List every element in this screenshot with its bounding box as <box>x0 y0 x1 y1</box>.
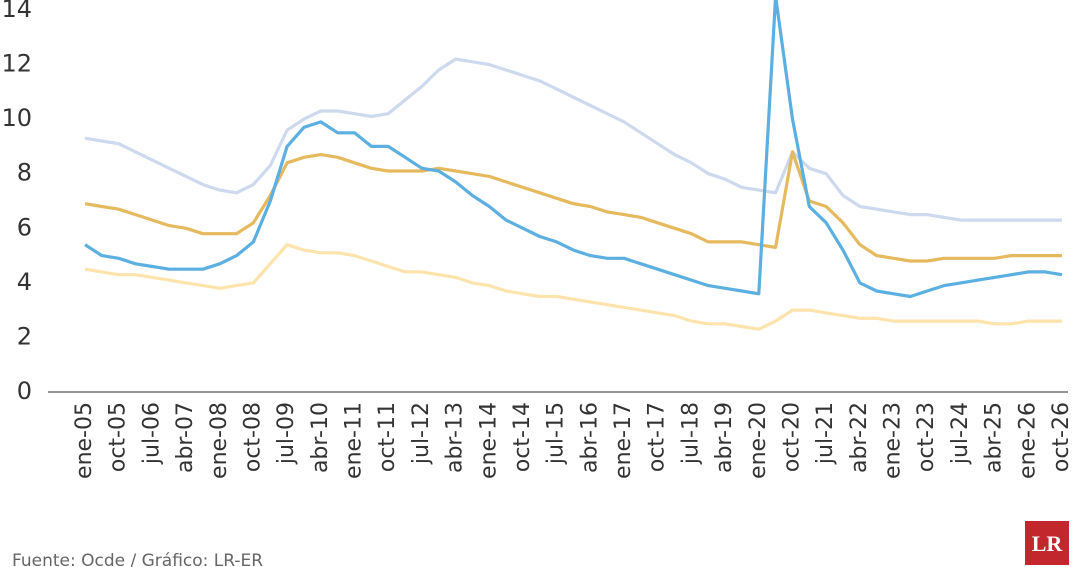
data-line <box>84 0 1063 299</box>
x-tick-label: jul-15 <box>544 402 569 465</box>
x-tick-label: abr-07 <box>173 402 198 473</box>
data-line <box>84 57 1062 222</box>
x-tick-label: abr-25 <box>982 402 1007 473</box>
y-tick-label: 14 <box>1 0 32 23</box>
y-tick-label: 8 <box>17 159 32 187</box>
y-tick-label: 12 <box>1 50 32 78</box>
x-tick-label: oct-11 <box>375 402 400 472</box>
logo-box <box>1025 521 1069 565</box>
x-tick-label: abr-10 <box>308 402 333 473</box>
x-tick-label: oct-14 <box>510 402 535 472</box>
x-tick-label: abr-19 <box>712 402 737 473</box>
x-tick-label: jul-06 <box>139 402 164 465</box>
x-tick-label: jul-21 <box>813 402 838 465</box>
data-line <box>84 150 1062 263</box>
x-tick-label: ene-05 <box>72 402 97 479</box>
x-tick-label: ene-26 <box>1015 402 1040 479</box>
x-tick-label: oct-20 <box>779 402 804 472</box>
y-tick-label: 4 <box>17 268 32 296</box>
x-tick-label: ene-17 <box>611 402 636 479</box>
data-line <box>84 243 1062 331</box>
y-tick-label: 0 <box>17 377 32 405</box>
logo: LR <box>1032 531 1064 556</box>
x-tick-label: ene-23 <box>881 402 906 479</box>
y-tick-label: 2 <box>17 322 32 350</box>
x-tick-label: ene-14 <box>476 402 501 479</box>
x-tick-label: abr-22 <box>847 402 872 473</box>
x-tick-label: ene-20 <box>746 402 771 479</box>
x-tick-label: oct-26 <box>1049 402 1074 472</box>
x-tick-label: abr-16 <box>577 402 602 473</box>
x-tick-label: ene-11 <box>342 402 367 479</box>
x-tick-label: oct-05 <box>106 402 131 472</box>
y-tick-label: 10 <box>1 104 32 132</box>
x-tick-label: abr-13 <box>443 402 468 473</box>
x-tick-label: jul-09 <box>274 402 299 465</box>
x-tick-label: oct-08 <box>240 402 265 472</box>
footer: Fuente: Ocde / Gráfico: LR-ER <box>12 551 263 567</box>
x-tick-label: jul-12 <box>409 402 434 465</box>
x-tick-label: oct-17 <box>645 402 670 472</box>
y-tick-label: 6 <box>17 213 32 241</box>
x-tick-label: ene-08 <box>207 402 232 479</box>
x-tick-label: jul-24 <box>948 402 973 465</box>
x-tick-label: jul-18 <box>678 402 703 465</box>
x-tick-label: oct-23 <box>914 402 939 472</box>
